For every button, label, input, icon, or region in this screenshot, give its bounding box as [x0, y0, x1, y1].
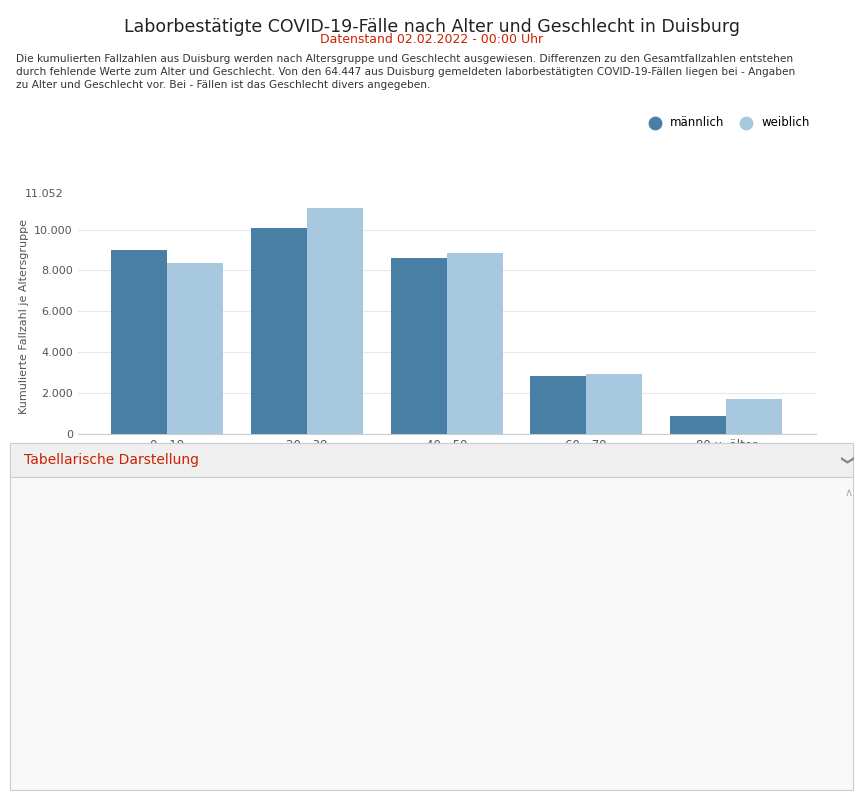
Text: 12.794,2: 12.794,2: [479, 732, 534, 743]
Text: zu Alter und Geschlecht vor. Bei - Fällen ist das Geschlecht divers angegeben.: zu Alter und Geschlecht vor. Bei - Fälle…: [16, 80, 430, 90]
Bar: [671, 416, 726, 434]
Text: 27,0: 27,0: [227, 559, 252, 568]
Text: 32,1: 32,1: [439, 594, 463, 603]
Text: 8.356: 8.356: [574, 559, 606, 568]
Text: Fälle: Fälle: [576, 524, 606, 534]
Text: 875: 875: [374, 698, 395, 708]
Text: 51,1: 51,1: [581, 767, 606, 777]
Text: 16.602,8: 16.602,8: [274, 594, 324, 603]
Text: Die kumulierten Fallzahlen aus Duisburg werden nach Altersgruppe und Geschlecht : Die kumulierten Fallzahlen aus Duisburg …: [16, 54, 792, 64]
Text: 9,0: 9,0: [446, 663, 463, 673]
Text: 28,6: 28,6: [438, 559, 463, 568]
Text: durch fehlende Werte zum Alter und Geschlecht. Von den 64.447 aus Duisburg gemel: durch fehlende Werte zum Alter und Gesch…: [16, 67, 795, 77]
Text: 80 u. älter: 80 u. älter: [15, 698, 72, 708]
Text: 7.418,2: 7.418,2: [280, 698, 324, 708]
Text: 100,0: 100,0: [429, 732, 463, 743]
Text: Altersgruppe: Altersgruppe: [15, 524, 97, 534]
Text: Inzidenz: Inzidenz: [482, 524, 534, 534]
Text: 2.825: 2.825: [362, 663, 395, 673]
Text: ∧: ∧: [844, 488, 853, 498]
Bar: [531, 377, 586, 434]
Text: 2.919: 2.919: [573, 663, 606, 673]
Text: Inzidenz: Inzidenz: [722, 524, 773, 534]
Text: 21.173: 21.173: [143, 594, 182, 603]
Text: 1.713: 1.713: [574, 698, 606, 708]
Text: 100,0: 100,0: [641, 732, 676, 743]
Text: 15.231,2: 15.231,2: [484, 594, 534, 603]
Text: 100,0: 100,0: [217, 732, 252, 743]
Text: 8.610: 8.610: [363, 628, 395, 638]
Text: 33,6: 33,6: [652, 594, 676, 603]
Text: 8,9: 8,9: [658, 663, 676, 673]
Text: 8,9: 8,9: [234, 663, 252, 673]
Text: Fälle: Fälle: [153, 524, 182, 534]
Text: 31.377: 31.377: [352, 732, 395, 743]
Bar: [307, 208, 362, 434]
Text: 2.588: 2.588: [150, 698, 182, 708]
Text: Fälle: Fälle: [366, 524, 395, 534]
Text: 20 - 39: 20 - 39: [15, 594, 54, 603]
Text: 18.044,9: 18.044,9: [484, 559, 534, 568]
Text: 2,8: 2,8: [446, 698, 463, 708]
Text: 7.844,8: 7.844,8: [731, 698, 773, 708]
Text: 40 - 59: 40 - 59: [15, 628, 54, 638]
Text: Inzidenz: Inzidenz: [272, 524, 324, 534]
Bar: [251, 228, 307, 434]
Y-axis label: Kumulierte Fallzahl je Altersgruppe: Kumulierte Fallzahl je Altersgruppe: [19, 219, 28, 414]
Bar: [447, 252, 502, 434]
Text: 13.133,9: 13.133,9: [719, 732, 773, 743]
Text: 32.919: 32.919: [563, 732, 606, 743]
Text: 0 - 19: 0 - 19: [15, 559, 47, 568]
Text: 11.052: 11.052: [567, 594, 606, 603]
Bar: [167, 263, 223, 434]
Text: 12.996,4: 12.996,4: [268, 732, 324, 743]
Text: 8.984: 8.984: [362, 559, 395, 568]
Text: 10.075: 10.075: [356, 594, 395, 603]
Text: 8.871: 8.871: [573, 628, 606, 638]
Text: 5.745: 5.745: [150, 663, 182, 673]
Text: 13.101,8: 13.101,8: [724, 628, 773, 638]
Bar: [111, 251, 167, 434]
Text: 5,2: 5,2: [658, 698, 676, 708]
Text: alle (inkl. divers und unbekannt): alle (inkl. divers und unbekannt): [165, 490, 342, 499]
Text: 60 - 79: 60 - 79: [15, 663, 54, 673]
Text: weiblich: weiblich: [681, 490, 726, 499]
Text: Anteil Männer/Frauen (%): Anteil Männer/Frauen (%): [15, 767, 157, 777]
Text: männlich: männlich: [440, 490, 490, 499]
Text: 18.065,6: 18.065,6: [274, 559, 324, 568]
Bar: [726, 399, 782, 434]
Text: 6.016,3: 6.016,3: [492, 663, 534, 673]
Text: Tabellarische Darstellung: Tabellarische Darstellung: [24, 453, 199, 467]
Text: 18.005,9: 18.005,9: [724, 594, 773, 603]
Bar: [586, 374, 642, 434]
Text: Ant. (%): Ant. (%): [202, 524, 252, 534]
Text: 17.408: 17.408: [142, 559, 182, 568]
Text: Laborbestätigte COVID-19-Fälle nach Alter und Geschlecht in Duisburg: Laborbestätigte COVID-19-Fälle nach Alte…: [123, 18, 740, 36]
Text: 32,9: 32,9: [227, 594, 252, 603]
Text: 26,9: 26,9: [651, 628, 676, 638]
Text: 48,7: 48,7: [370, 767, 395, 777]
Legend: männlich, weiblich: männlich, weiblich: [643, 115, 809, 129]
Text: 4,0: 4,0: [234, 698, 252, 708]
Text: 25,4: 25,4: [651, 559, 676, 568]
Text: 5.739,3: 5.739,3: [280, 663, 324, 673]
Text: 6.704,5: 6.704,5: [491, 698, 534, 708]
Text: 64.447: 64.447: [138, 732, 182, 743]
Text: 12.785,1: 12.785,1: [274, 628, 324, 638]
Bar: [391, 258, 447, 434]
Text: 27,2: 27,2: [227, 628, 252, 638]
Text: 17.941,7: 17.941,7: [724, 559, 773, 568]
Text: ❯: ❯: [838, 455, 852, 466]
Text: Ant. (%): Ant. (%): [626, 524, 676, 534]
Text: Gesamt (inkl. unbekannt): Gesamt (inkl. unbekannt): [15, 732, 174, 743]
Text: 17.517: 17.517: [143, 628, 182, 638]
X-axis label: Altersgruppen (Jahre): Altersgruppen (Jahre): [383, 458, 510, 471]
Text: Datenstand 02.02.2022 - 00:00 Uhr: Datenstand 02.02.2022 - 00:00 Uhr: [320, 33, 543, 46]
Text: 27,4: 27,4: [438, 628, 463, 638]
Text: 5.492,6: 5.492,6: [731, 663, 773, 673]
Text: 11.052: 11.052: [25, 189, 64, 199]
Text: Ant. (%): Ant. (%): [413, 524, 463, 534]
Text: 12.423,7: 12.423,7: [484, 628, 534, 638]
